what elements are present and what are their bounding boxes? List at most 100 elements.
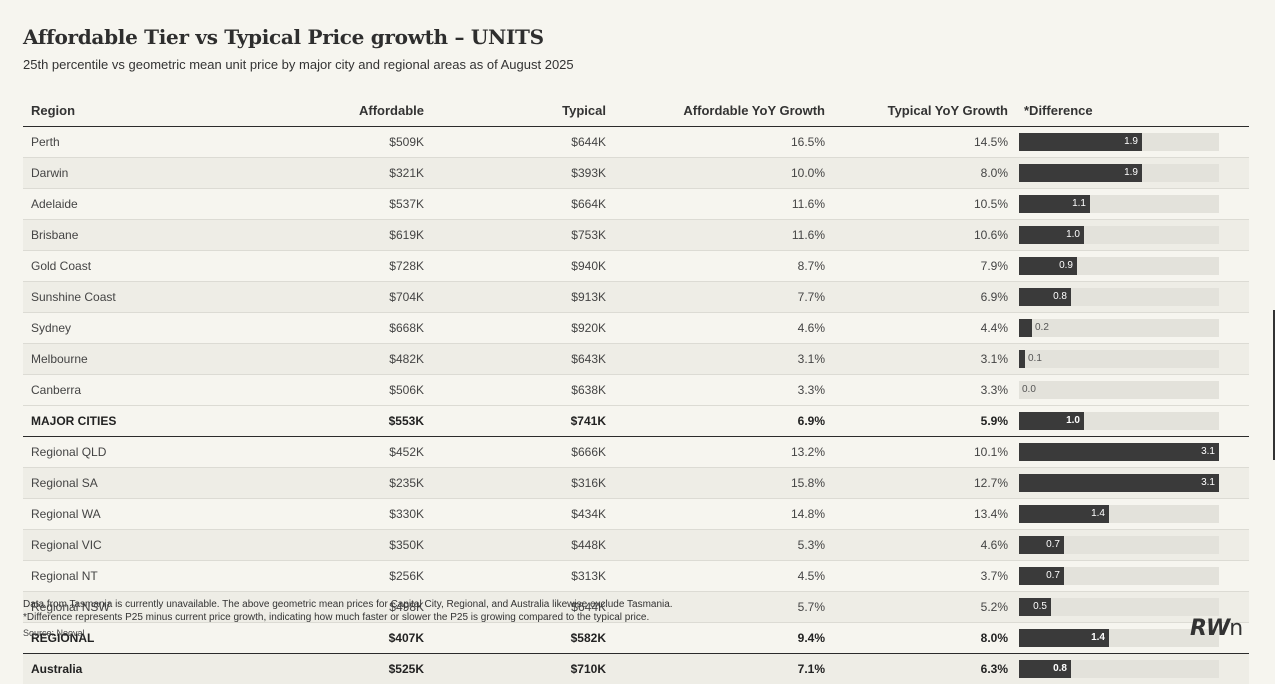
cell-affordable: $525K xyxy=(213,654,432,684)
cell-typical: $434K xyxy=(432,499,614,530)
difference-value-label: 3.1 xyxy=(1019,445,1215,459)
header-affordable-growth: Affordable YoY Growth xyxy=(614,95,833,127)
header-affordable: Affordable xyxy=(213,95,432,127)
cell-difference: 0.9 xyxy=(1016,251,1249,282)
difference-value-label: 1.1 xyxy=(1019,197,1086,211)
cell-typical-growth: 8.0% xyxy=(833,158,1016,189)
difference-bar-track: 1.0 xyxy=(1019,412,1219,430)
logo-bold: RW xyxy=(1190,616,1229,641)
difference-value-label: 0.0 xyxy=(1022,383,1036,397)
cell-difference: 1.4 xyxy=(1016,499,1249,530)
cell-affordable: $350K xyxy=(213,530,432,561)
cell-difference: 0.2 xyxy=(1016,313,1249,344)
difference-value-label: 1.4 xyxy=(1019,507,1105,521)
growth-table: Region Affordable Typical Affordable YoY… xyxy=(23,95,1249,684)
cell-difference: 0.8 xyxy=(1016,654,1249,684)
cell-typical-growth: 7.9% xyxy=(833,251,1016,282)
cell-typical-growth: 3.3% xyxy=(833,375,1016,406)
difference-bar-track: 1.4 xyxy=(1019,505,1219,523)
cell-typical: $741K xyxy=(432,406,614,437)
cell-region: Brisbane xyxy=(23,220,213,251)
cell-typical: $638K xyxy=(432,375,614,406)
difference-value-label: 1.0 xyxy=(1019,414,1080,428)
header-typical-growth: Typical YoY Growth xyxy=(833,95,1016,127)
cell-typical: $913K xyxy=(432,282,614,313)
cell-typical-growth: 6.9% xyxy=(833,282,1016,313)
cell-affordable-growth: 3.3% xyxy=(614,375,833,406)
cell-difference: 3.1 xyxy=(1016,437,1249,468)
cell-affordable-growth: 10.0% xyxy=(614,158,833,189)
cell-difference: 0.7 xyxy=(1016,561,1249,592)
cell-affordable: $482K xyxy=(213,344,432,375)
difference-value-label: 1.9 xyxy=(1019,166,1138,180)
cell-typical-growth: 4.6% xyxy=(833,530,1016,561)
cell-affordable: $509K xyxy=(213,127,432,158)
cell-affordable-growth: 15.8% xyxy=(614,468,833,499)
difference-value-label: 0.1 xyxy=(1028,352,1042,366)
difference-value-label: 1.9 xyxy=(1019,135,1138,149)
cell-difference: 3.1 xyxy=(1016,468,1249,499)
cell-affordable-growth: 16.5% xyxy=(614,127,833,158)
cell-affordable: $728K xyxy=(213,251,432,282)
difference-value-label: 1.4 xyxy=(1019,631,1105,645)
cell-region: Perth xyxy=(23,127,213,158)
difference-bar-track: 0.9 xyxy=(1019,257,1219,275)
cell-difference: 0.1 xyxy=(1016,344,1249,375)
difference-bar-track: 0.5 xyxy=(1019,598,1219,616)
source-note: Source: Neoval xyxy=(23,627,673,640)
cell-region: Melbourne xyxy=(23,344,213,375)
difference-value-label: 0.7 xyxy=(1019,569,1060,583)
cell-region: Regional WA xyxy=(23,499,213,530)
header-difference: *Difference xyxy=(1016,95,1249,127)
cell-region: Sunshine Coast xyxy=(23,282,213,313)
cell-typical: $940K xyxy=(432,251,614,282)
cell-affordable: $704K xyxy=(213,282,432,313)
cell-affordable: $330K xyxy=(213,499,432,530)
difference-bar-track: 1.9 xyxy=(1019,164,1219,182)
cell-region: Canberra xyxy=(23,375,213,406)
cell-typical: $313K xyxy=(432,561,614,592)
footnotes: Data from Tasmania is currently unavaila… xyxy=(23,598,673,640)
cell-region: Regional VIC xyxy=(23,530,213,561)
footnote-tasmania: Data from Tasmania is currently unavaila… xyxy=(23,598,673,611)
header-typical: Typical xyxy=(432,95,614,127)
cell-region: Adelaide xyxy=(23,189,213,220)
difference-bar-track: 0.7 xyxy=(1019,536,1219,554)
difference-bar xyxy=(1019,350,1025,368)
cell-typical-growth: 5.2% xyxy=(833,592,1016,623)
cell-affordable: $256K xyxy=(213,561,432,592)
cell-difference: 1.9 xyxy=(1016,158,1249,189)
cell-typical-growth: 3.1% xyxy=(833,344,1016,375)
cell-affordable: $553K xyxy=(213,406,432,437)
cell-region: Sydney xyxy=(23,313,213,344)
cell-typical-growth: 10.6% xyxy=(833,220,1016,251)
cell-affordable-growth: 7.7% xyxy=(614,282,833,313)
difference-value-label: 1.0 xyxy=(1019,228,1080,242)
cell-typical-growth: 13.4% xyxy=(833,499,1016,530)
cell-typical-growth: 4.4% xyxy=(833,313,1016,344)
cell-typical: $316K xyxy=(432,468,614,499)
cell-typical-growth: 3.7% xyxy=(833,561,1016,592)
cell-affordable-growth: 13.2% xyxy=(614,437,833,468)
difference-bar-track: 1.1 xyxy=(1019,195,1219,213)
cell-affordable-growth: 6.9% xyxy=(614,406,833,437)
chart-subtitle: 25th percentile vs geometric mean unit p… xyxy=(23,57,574,72)
difference-bar-track: 1.9 xyxy=(1019,133,1219,151)
cell-typical-growth: 6.3% xyxy=(833,654,1016,684)
difference-bar-track: 1.4 xyxy=(1019,629,1219,647)
difference-bar-track: 0.8 xyxy=(1019,660,1219,678)
cell-region: Regional NT xyxy=(23,561,213,592)
cell-typical: $393K xyxy=(432,158,614,189)
cell-difference: 1.0 xyxy=(1016,220,1249,251)
cell-difference: 0.7 xyxy=(1016,530,1249,561)
cell-affordable: $321K xyxy=(213,158,432,189)
